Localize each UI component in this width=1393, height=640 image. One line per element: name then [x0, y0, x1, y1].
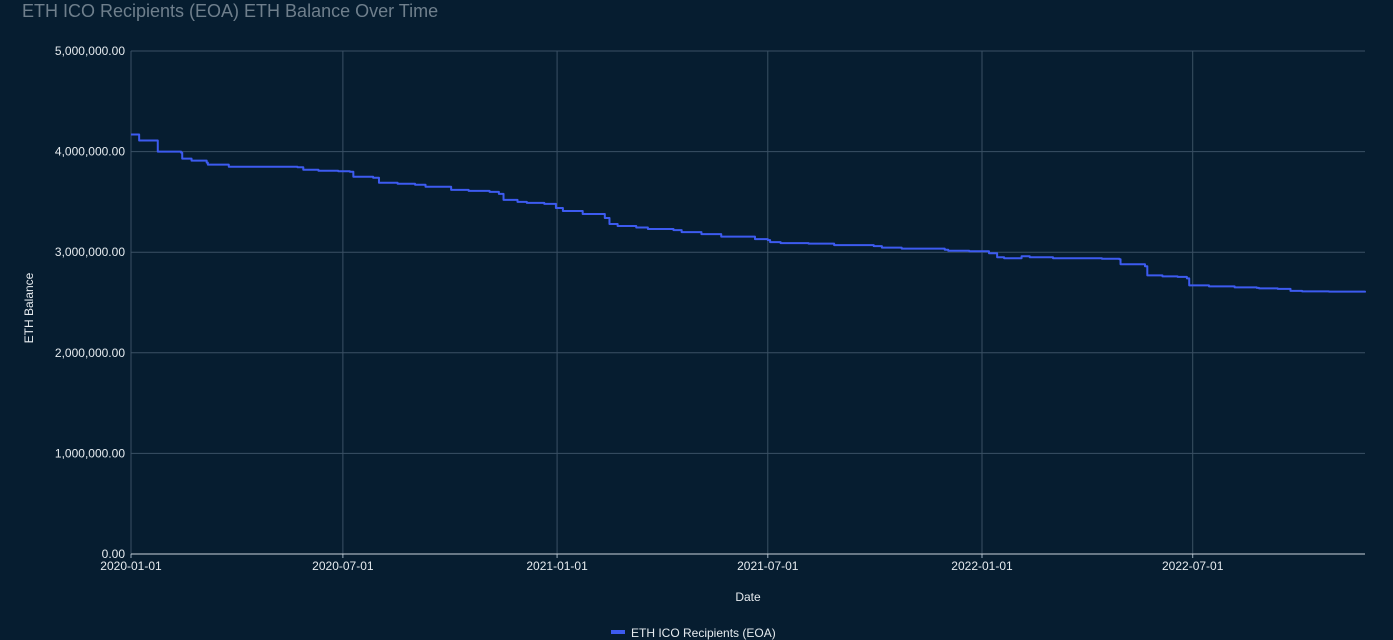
x-tick-label: 2022-01-01: [951, 559, 1013, 573]
x-tick-label: 2021-07-01: [737, 559, 799, 573]
series-layer: [131, 133, 1366, 293]
series-line[interactable]: [131, 133, 1366, 293]
x-tick-label: 2021-01-01: [526, 559, 588, 573]
y-tick-label: 5,000,000.00: [55, 44, 125, 58]
y-tick-label: 0.00: [102, 547, 126, 561]
x-tick-label: 2020-01-01: [100, 559, 162, 573]
legend-label: ETH ICO Recipients (EOA): [631, 626, 776, 640]
y-tick-label: 4,000,000.00: [55, 145, 125, 159]
x-tick-label: 2020-07-01: [312, 559, 374, 573]
y-tick-label: 1,000,000.00: [55, 446, 125, 460]
legend[interactable]: ETH ICO Recipients (EOA): [611, 626, 776, 640]
chart-title: ETH ICO Recipients (EOA) ETH Balance Ove…: [22, 1, 439, 21]
y-tick-label: 2,000,000.00: [55, 346, 125, 360]
y-tick-label: 3,000,000.00: [55, 245, 125, 259]
x-axis-label: Date: [735, 590, 761, 604]
axes: 0.00 1,000,000.00 2,000,000.00 3,000,000.00…: [55, 44, 1365, 573]
y-axis-label: ETH Balance: [22, 272, 36, 343]
gridlines: [130, 50, 1365, 555]
legend-swatch: [611, 630, 625, 634]
x-tick-label: 2022-07-01: [1162, 559, 1224, 573]
